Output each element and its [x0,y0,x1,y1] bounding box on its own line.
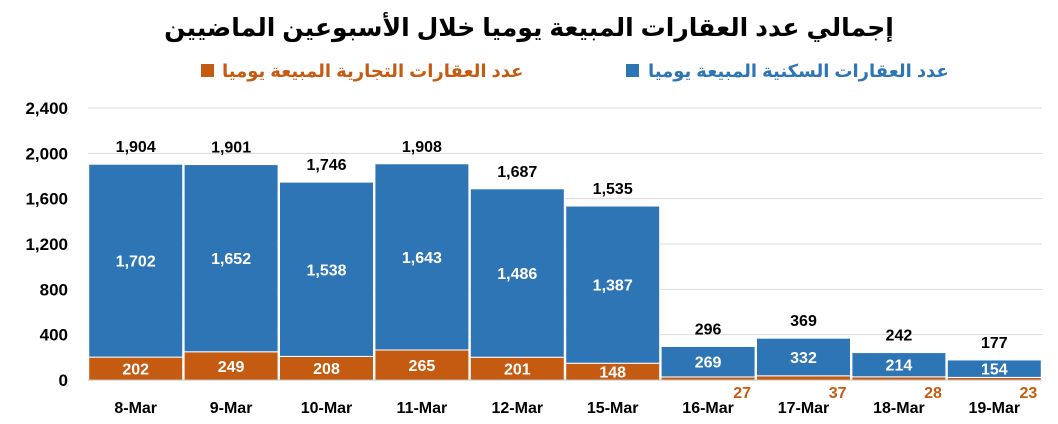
legend-label-commercial: عدد العقارات التجارية المبيعة يوميا [222,61,523,82]
x-tick-label: 15-Mar [587,400,639,417]
residential-value-label: 1,643 [402,250,442,267]
residential-value-label: 269 [695,355,722,372]
y-tick-label: 800 [40,280,68,299]
residential-value-label: 1,702 [116,254,156,271]
x-tick-label: 18-Mar [873,400,925,417]
bar-residential [756,337,851,377]
bar-residential [851,352,947,378]
residential-value-label: 1,652 [211,251,251,268]
bar-residential [374,163,470,351]
bar-residential [946,359,1042,378]
chart-title: إجمالي عدد العقارات المبيعة يوميا خلال ا… [164,12,894,43]
x-tick-label: 10-Mar [301,400,353,417]
bars [88,163,1042,381]
data-labels: 1,904 1,702 202 1,901 1,652 249 1,746 1,538 208 1… [116,139,1038,402]
x-tick-label: 11-Mar [397,400,448,417]
residential-value-label: 1,538 [306,262,346,279]
commercial-value-label: 148 [599,365,626,382]
bar-residential [565,205,661,364]
legend: عدد العقارات السكنية المبيعة يوميا عدد ا… [201,61,949,82]
y-tick-label: 400 [40,326,68,345]
residential-value-label: 214 [886,358,913,375]
bar-residential [88,163,184,358]
legend-swatch-residential [626,64,639,77]
x-tick-label: 17-Mar [778,400,830,417]
y-tick-label: 2,400 [25,99,68,118]
total-label: 177 [981,335,1008,352]
residential-value-label: 1,486 [497,266,537,283]
legend-swatch-commercial [201,64,214,77]
total-label: 369 [790,313,817,330]
total-label: 1,687 [497,164,537,181]
y-tick-label: 0 [59,371,68,390]
total-label: 296 [695,321,722,338]
bar-commercial [756,375,851,381]
commercial-value-label: 37 [829,385,847,402]
y-tick-label: 2,000 [25,144,68,163]
total-label: 242 [886,328,913,345]
total-label: 1,746 [306,157,346,174]
commercial-value-label: 202 [122,362,149,379]
residential-value-label: 154 [981,362,1008,379]
x-tick-label: 16-Mar [682,400,734,417]
bar-residential [469,188,565,358]
commercial-value-label: 249 [218,359,245,376]
residential-value-label: 332 [790,350,817,367]
commercial-value-label: 265 [409,358,436,375]
x-tick-label: 8-Mar [114,400,157,417]
residential-value-label: 1,387 [593,278,633,295]
bar-residential [279,181,374,357]
legend-label-residential: عدد العقارات السكنية المبيعة يوميا [648,61,949,82]
commercial-value-label: 208 [313,361,340,378]
commercial-value-label: 27 [733,385,751,402]
y-tick-label: 1,600 [25,190,68,209]
commercial-value-label: 28 [924,385,942,402]
total-label: 1,535 [593,181,633,198]
x-tick-label: 12-Mar [492,400,544,417]
total-label: 1,904 [116,139,156,156]
total-label: 1,901 [211,140,251,157]
x-tick-label: 9-Mar [210,400,253,417]
y-axis: 0 400 800 1,200 1,600 2,000 2,400 [25,99,68,390]
total-label: 1,908 [402,139,442,156]
bar-residential [183,164,279,353]
commercial-value-label: 201 [504,362,531,379]
x-axis: 8-Mar 9-Mar 10-Mar 11-Mar 12-Mar 15-Mar 16-Mar… [88,379,1042,417]
legend-item-residential: عدد العقارات السكنية المبيعة يوميا [626,61,949,82]
bar-residential [660,345,756,378]
commercial-value-label: 23 [1019,385,1037,402]
x-tick-label: 19-Mar [969,400,1021,417]
legend-item-commercial: عدد العقارات التجارية المبيعة يوميا [201,61,523,82]
bar-commercial [374,349,470,381]
y-tick-label: 1,200 [25,235,68,254]
